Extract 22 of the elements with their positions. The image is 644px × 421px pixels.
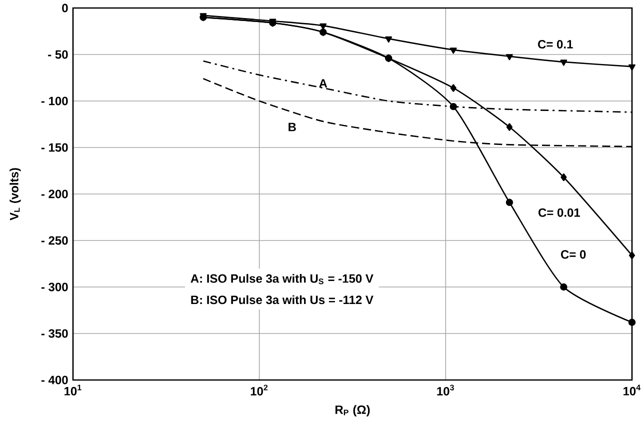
y-axis-title: V$_{L}$ (volts) — [10, 168, 21, 220]
y-tick-label: - 150 — [41, 143, 68, 152]
x-tick-label: 10$^{4}$ — [624, 384, 641, 396]
y-tick-label: 0 — [62, 4, 68, 12]
annotation: A: ISO Pulse 3a with U$_{S}$ = -150 V — [190, 274, 374, 284]
y-tick-label: - 350 — [41, 329, 68, 338]
x-tick-label: 10$^{1}$ — [64, 384, 82, 396]
y-tick-label: - 50 — [48, 50, 68, 59]
y-tick-label: - 100 — [41, 96, 68, 106]
series-label: C= 0.01 — [538, 208, 580, 217]
y-tick-label: - 300 — [41, 282, 68, 292]
y-tick-label: - 200 — [41, 190, 68, 198]
annotation: B: ISO Pulse 3a with Us = -112 V — [191, 295, 374, 304]
y-tick-label: - 400 — [41, 376, 68, 384]
series-label: B — [288, 122, 296, 132]
series-label: C= 0 — [561, 250, 586, 259]
series-label: C= 0.1 — [538, 40, 573, 49]
x-axis-title: R$_{P}$ (Ω) — [335, 405, 370, 416]
series-label: A — [319, 79, 328, 88]
x-tick-label: 10$^{3}$ — [437, 384, 454, 396]
x-tick-label: 10$^{2}$ — [250, 384, 268, 396]
y-tick-label: - 250 — [41, 236, 68, 245]
